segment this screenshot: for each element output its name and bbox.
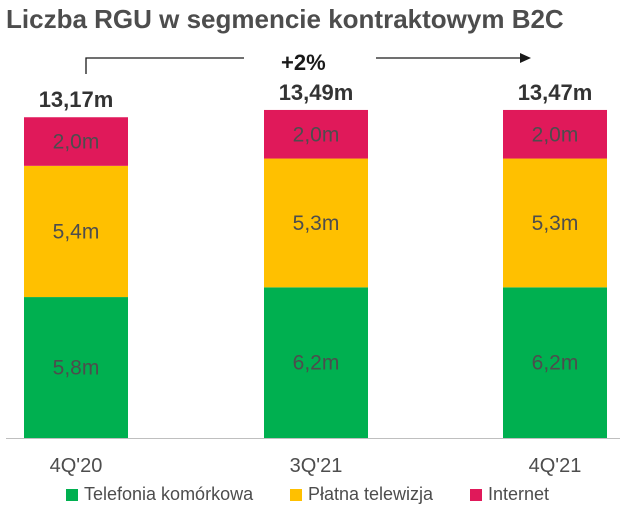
legend-label-tv: Płatna telewizja xyxy=(308,484,434,504)
segment-label-tv-2: 5,3m xyxy=(532,212,579,235)
total-label-2: 13,47m xyxy=(518,80,593,105)
bar-segment-internet-2 xyxy=(503,109,607,159)
bar-segment-mobile-2 xyxy=(503,287,607,438)
category-label-2: 4Q'21 xyxy=(529,455,582,477)
bar-segment-mobile-0 xyxy=(24,297,128,438)
category-label-0: 4Q'20 xyxy=(50,455,103,477)
bar-segment-internet-1 xyxy=(264,109,368,159)
legend-item-tv: Płatna telewizja xyxy=(290,484,433,505)
legend-item-internet: Internet xyxy=(470,484,549,505)
segment-label-internet-2: 2,0m xyxy=(532,123,579,146)
bar-segment-tv-0 xyxy=(24,165,128,298)
segment-label-mobile-0: 5,8m xyxy=(53,357,100,380)
legend-swatch-tv xyxy=(290,488,302,501)
legend: Telefonia komórkowa Płatna telewizja Int… xyxy=(0,484,626,506)
bar-segment-tv-1 xyxy=(264,158,368,288)
segment-label-mobile-2: 6,2m xyxy=(532,352,579,375)
segment-label-internet-1: 2,0m xyxy=(293,123,340,146)
growth-label: +2% xyxy=(281,50,326,75)
legend-swatch-internet xyxy=(470,488,482,501)
total-label-0: 13,17m xyxy=(39,87,114,112)
bar-segment-internet-0 xyxy=(24,117,128,166)
legend-swatch-mobile xyxy=(66,488,78,501)
category-label-1: 3Q'21 xyxy=(290,455,343,477)
legend-item-mobile: Telefonia komórkowa xyxy=(66,484,253,505)
bar-segment-mobile-1 xyxy=(264,287,368,438)
stacked-bar-chart: 5,8m 5,4m 2,0m 13,17m 4Q'20 6,2m 5,3m 2,0m 13,49… xyxy=(6,53,620,477)
segment-label-tv-1: 5,3m xyxy=(293,212,340,235)
chart-title: Liczba RGU w segmencie kontraktowym B2C xyxy=(6,4,564,34)
bar-segment-tv-2 xyxy=(503,158,607,288)
segment-label-tv-0: 5,4m xyxy=(53,220,100,243)
segment-label-internet-0: 2,0m xyxy=(53,131,100,154)
legend-label-mobile: Telefonia komórkowa xyxy=(84,484,254,504)
growth-connector-left xyxy=(85,57,244,74)
segment-label-mobile-1: 6,2m xyxy=(293,352,340,375)
total-label-1: 13,49m xyxy=(279,80,354,105)
legend-label-internet: Internet xyxy=(488,484,550,504)
growth-arrowhead-icon xyxy=(520,53,531,63)
